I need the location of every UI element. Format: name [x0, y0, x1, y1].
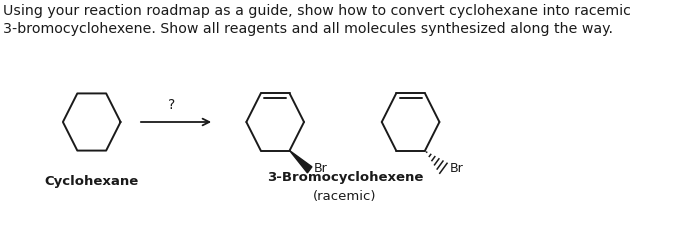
Polygon shape	[290, 150, 312, 173]
Text: ?: ?	[168, 98, 175, 112]
Text: Br: Br	[314, 162, 328, 175]
Text: Using your reaction roadmap as a guide, show how to convert cyclohexane into rac: Using your reaction roadmap as a guide, …	[4, 4, 631, 18]
Text: 3-bromocyclohexene. Show all reagents and all molecules synthesized along the wa: 3-bromocyclohexene. Show all reagents an…	[4, 22, 613, 36]
Text: Cyclohexane: Cyclohexane	[45, 175, 139, 188]
Text: 3-Bromocyclohexene: 3-Bromocyclohexene	[267, 171, 424, 184]
Text: (racemic): (racemic)	[314, 190, 377, 203]
Text: Br: Br	[449, 162, 463, 175]
